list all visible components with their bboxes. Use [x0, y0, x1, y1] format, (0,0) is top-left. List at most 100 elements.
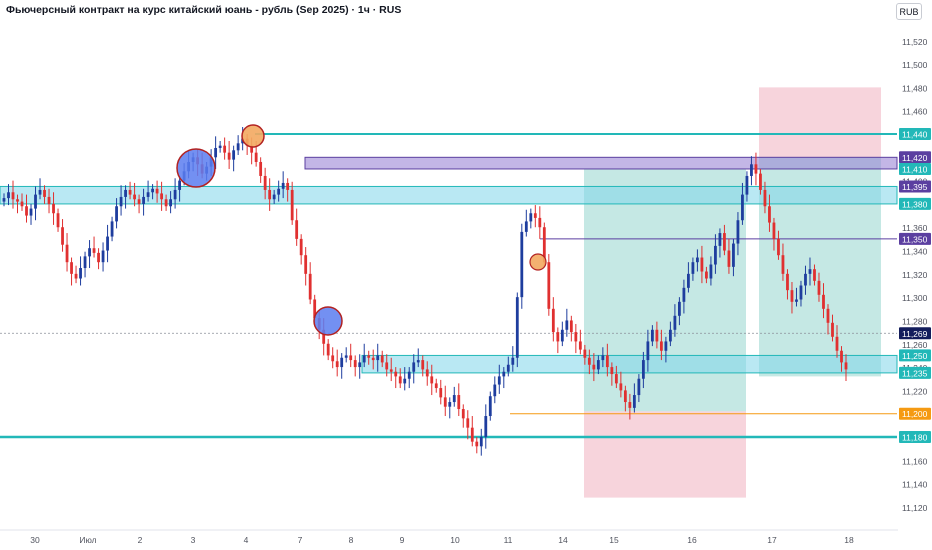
candle-body	[502, 371, 506, 377]
price-tick-label: 11,160	[902, 456, 928, 466]
candle-body	[732, 243, 735, 267]
candle-body	[840, 350, 843, 363]
price-tick-label: 11,460	[902, 107, 928, 117]
time-tick-label: 3	[191, 535, 196, 545]
time-tick-label: 11	[504, 535, 513, 545]
candle-body	[119, 196, 123, 207]
candle-body	[515, 297, 519, 358]
price-label-text: 11,350	[902, 234, 928, 244]
zones-layer	[0, 87, 898, 498]
price-label-text: 11,420	[902, 153, 928, 163]
candle-body	[804, 273, 807, 286]
candle-body	[443, 397, 447, 407]
time-tick-label: 9	[400, 535, 405, 545]
candle-body	[673, 315, 677, 330]
candle-body	[20, 201, 24, 207]
candle-body	[65, 244, 69, 263]
chart-title: Фьючерсный контракт на курс китайский юа…	[6, 4, 402, 16]
candle-body	[628, 402, 632, 408]
candle-body	[682, 287, 686, 302]
candle-body	[727, 250, 731, 267]
marker-circle-orange-small	[529, 253, 547, 271]
price-label-text: 11,410	[902, 164, 928, 174]
candle-body	[403, 378, 407, 384]
candle-body	[74, 273, 78, 279]
time-tick-label: 18	[844, 535, 854, 545]
candle-body	[520, 231, 524, 298]
candle-body	[457, 395, 461, 410]
price-label-text: 11,395	[902, 182, 928, 192]
candle-body	[169, 199, 172, 207]
candle-body	[741, 194, 744, 221]
candle-body	[637, 378, 641, 396]
time-tick-label: Июл	[79, 535, 96, 545]
price-tick-label: 11,520	[902, 37, 928, 47]
currency-button[interactable]: RUB	[896, 3, 922, 20]
candle-body	[394, 371, 398, 377]
levels-layer	[0, 133, 897, 439]
price-label-text: 11,180	[902, 433, 928, 443]
candle-body	[92, 248, 96, 253]
candle-body	[124, 189, 127, 197]
candle-body	[389, 369, 393, 372]
candle-body	[416, 360, 420, 363]
candle-body	[718, 233, 722, 246]
candle-body	[777, 238, 780, 256]
candle-body	[11, 192, 15, 200]
time-tick-label: 7	[298, 535, 303, 545]
candle-body	[380, 355, 384, 363]
supply-zone	[304, 156, 898, 170]
price-tick-label: 11,500	[902, 60, 928, 70]
candle-body	[470, 427, 474, 442]
candle-body	[664, 341, 668, 351]
candle-body	[817, 280, 821, 295]
candle-body	[146, 192, 150, 197]
price-tick-label: 11,480	[902, 83, 928, 93]
candle-body	[759, 173, 762, 190]
candle-body	[250, 145, 254, 153]
candle-body	[110, 221, 114, 237]
candle-body	[488, 396, 492, 417]
price-axis[interactable]: 11,52011,50011,48011,46011,44011,40011,3…	[898, 0, 932, 550]
price-label-badge	[899, 162, 931, 175]
candle-body	[367, 355, 371, 358]
candle-body	[34, 194, 37, 209]
candle-body	[214, 147, 218, 158]
candle-body	[696, 257, 699, 263]
candle-body	[340, 357, 344, 368]
price-tick-label: 11,280	[902, 316, 928, 326]
candle-body	[29, 208, 33, 216]
candle-body	[223, 145, 227, 153]
candle-body	[714, 245, 717, 265]
candle-body	[326, 343, 330, 356]
long-profit-zone	[584, 168, 746, 412]
candle-body	[723, 233, 726, 251]
time-tick-label: 10	[450, 535, 460, 545]
candle-body	[439, 388, 443, 398]
candle-body	[632, 395, 636, 408]
price-tick-label: 11,140	[902, 480, 928, 490]
candle-body	[614, 374, 618, 384]
candle-body	[448, 402, 452, 407]
candle-body	[376, 355, 380, 361]
candle-body	[605, 355, 609, 368]
candle-body	[164, 199, 168, 207]
long-loss-zone	[584, 411, 746, 498]
candle-body	[678, 301, 681, 316]
time-axis[interactable]: 30 Июл 2 3 4 7 8 9 10 11 14 15 16 17 18	[0, 529, 898, 545]
candle-body	[506, 364, 510, 372]
candle-body	[646, 341, 650, 361]
candle-body	[623, 390, 627, 403]
candle-body	[232, 150, 236, 160]
candle-body	[358, 362, 362, 368]
time-tick-label: 15	[609, 535, 619, 545]
candle-body	[709, 264, 713, 279]
candle-body	[484, 416, 488, 437]
price-label-text: 11,440	[902, 130, 928, 140]
candle-body	[128, 189, 132, 195]
candle-body	[304, 255, 308, 274]
candle-body	[587, 357, 591, 365]
candle-body	[592, 364, 596, 370]
